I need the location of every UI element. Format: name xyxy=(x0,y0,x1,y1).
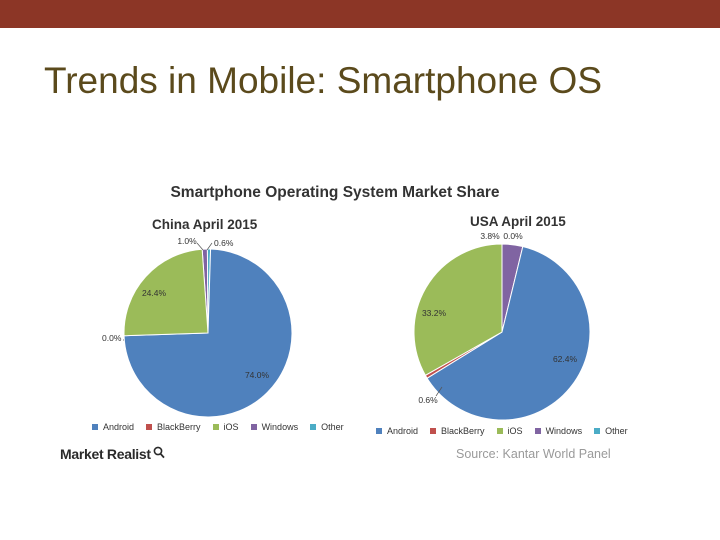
legend-label: Other xyxy=(321,422,344,432)
magnifier-icon xyxy=(153,446,165,462)
legend-swatch xyxy=(594,428,601,434)
slide-title: Trends in Mobile: Smartphone OS xyxy=(44,60,602,101)
data-label-ios: 24.4% xyxy=(142,288,167,298)
china-chart-title: China April 2015 xyxy=(152,217,258,232)
legend-label: iOS xyxy=(223,422,239,432)
legend-swatch xyxy=(146,424,153,430)
legend-swatch xyxy=(376,428,382,434)
legend-item-ios: iOS xyxy=(212,422,239,432)
legend-item-other: Other xyxy=(310,422,344,432)
source-note: Source: Kantar World Panel xyxy=(456,447,611,461)
leader-line-other xyxy=(206,242,213,251)
data-label-blackberry: 0.6% xyxy=(418,395,438,405)
leader-line-blackberry xyxy=(435,386,443,397)
brand-name: Market Realist xyxy=(60,446,151,462)
leader-line-windows xyxy=(196,242,204,251)
data-label-ios: 33.2% xyxy=(422,308,447,318)
legend-item-windows: Windows xyxy=(250,422,299,432)
legend-label: BlackBerry xyxy=(441,426,485,436)
legend-label: Android xyxy=(103,422,135,432)
usa-legend: Android BlackBerry iOS Windows Other xyxy=(376,426,640,436)
legend-swatch xyxy=(250,424,257,430)
brand-logo: Market Realist xyxy=(60,446,165,462)
figure-title: Smartphone Operating System Market Share xyxy=(0,184,720,202)
data-label-android: 62.4% xyxy=(553,354,578,364)
legend-item-windows: Windows xyxy=(534,426,583,436)
legend-label: Windows xyxy=(545,426,583,436)
data-label-android: 74.0% xyxy=(245,370,270,380)
data-label-windows: 3.8% xyxy=(480,231,500,241)
legend-item-ios: iOS xyxy=(496,426,523,436)
slice-android xyxy=(426,245,591,421)
figure-title-text: Smartphone Operating System Market Share xyxy=(170,184,500,201)
legend-swatch xyxy=(430,428,437,434)
data-label-other: 0.6% xyxy=(214,238,234,248)
legend-swatch xyxy=(496,428,503,434)
legend-label: Android xyxy=(387,426,419,436)
china-legend: Android BlackBerry iOS Windows Other xyxy=(92,422,356,432)
legend-label: iOS xyxy=(507,426,523,436)
legend-item-blackberry: BlackBerry xyxy=(146,422,201,432)
legend-swatch xyxy=(310,424,317,430)
top-accent-bar xyxy=(0,0,720,28)
legend-item-other: Other xyxy=(594,426,628,436)
legend-item-android: Android xyxy=(376,426,418,436)
slice-ios xyxy=(123,248,209,337)
legend-item-blackberry: BlackBerry xyxy=(430,426,485,436)
legend-label: Windows xyxy=(261,422,299,432)
data-label-windows: 1.0% xyxy=(177,236,197,246)
legend-item-android: Android xyxy=(92,422,134,432)
slice-ios xyxy=(413,243,503,377)
legend-swatch xyxy=(92,424,98,430)
legend-label: BlackBerry xyxy=(157,422,201,432)
legend-label: Other xyxy=(605,426,628,436)
data-label-blackberry: 0.0% xyxy=(102,333,122,343)
legend-swatch xyxy=(212,424,219,430)
legend-swatch xyxy=(534,428,541,434)
data-label-other: 0.0% xyxy=(503,231,523,241)
usa-chart-title: USA April 2015 xyxy=(470,214,566,229)
